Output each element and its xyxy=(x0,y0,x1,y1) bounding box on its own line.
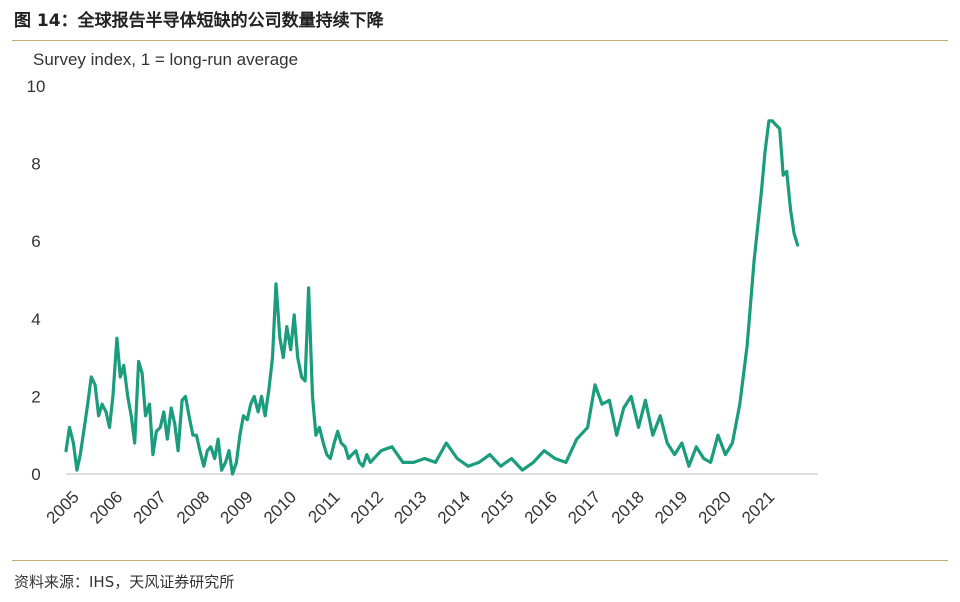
series-line xyxy=(64,119,800,476)
x-axis-ticks: 2005 2006 2007 2008 2009 2010 2011 2012 2013 2014… xyxy=(43,487,779,527)
y-tick-label: 0 xyxy=(31,465,40,484)
x-tick-label: 2019 xyxy=(651,487,691,527)
x-tick-label: 2008 xyxy=(173,487,213,527)
x-tick-label: 2017 xyxy=(564,487,604,527)
x-tick-label: 2016 xyxy=(521,487,561,527)
x-tick-label: 2010 xyxy=(260,487,300,527)
x-tick-label: 2006 xyxy=(86,487,126,527)
bottom-divider xyxy=(12,560,948,561)
y-tick-label: 8 xyxy=(31,155,40,174)
chart-subtitle: Survey index, 1 = long-run average xyxy=(33,50,299,69)
x-tick-label: 2015 xyxy=(477,487,517,527)
y-axis-ticks: 0 2 4 6 8 10 xyxy=(27,77,46,484)
x-tick-label: 2018 xyxy=(608,487,648,527)
x-tick-label: 2005 xyxy=(43,487,83,527)
x-tick-label: 2020 xyxy=(695,487,735,527)
y-tick-label: 4 xyxy=(31,310,40,329)
x-tick-label: 2009 xyxy=(217,487,257,527)
source-note: 资料来源：IHS，天风证券研究所 xyxy=(14,573,235,591)
x-tick-label: 2013 xyxy=(390,487,430,527)
y-tick-label: 2 xyxy=(31,387,40,406)
y-tick-label: 6 xyxy=(31,232,40,251)
top-divider xyxy=(12,40,948,41)
x-tick-label: 2011 xyxy=(304,487,343,526)
y-tick-label: 10 xyxy=(27,77,46,96)
x-tick-label: 2012 xyxy=(347,487,387,527)
x-tick-label: 2014 xyxy=(434,487,474,527)
x-tick-label: 2007 xyxy=(130,487,170,527)
figure-title: 图 14：全球报告半导体短缺的公司数量持续下降 xyxy=(14,11,384,31)
x-tick-label: 2021 xyxy=(738,487,778,527)
